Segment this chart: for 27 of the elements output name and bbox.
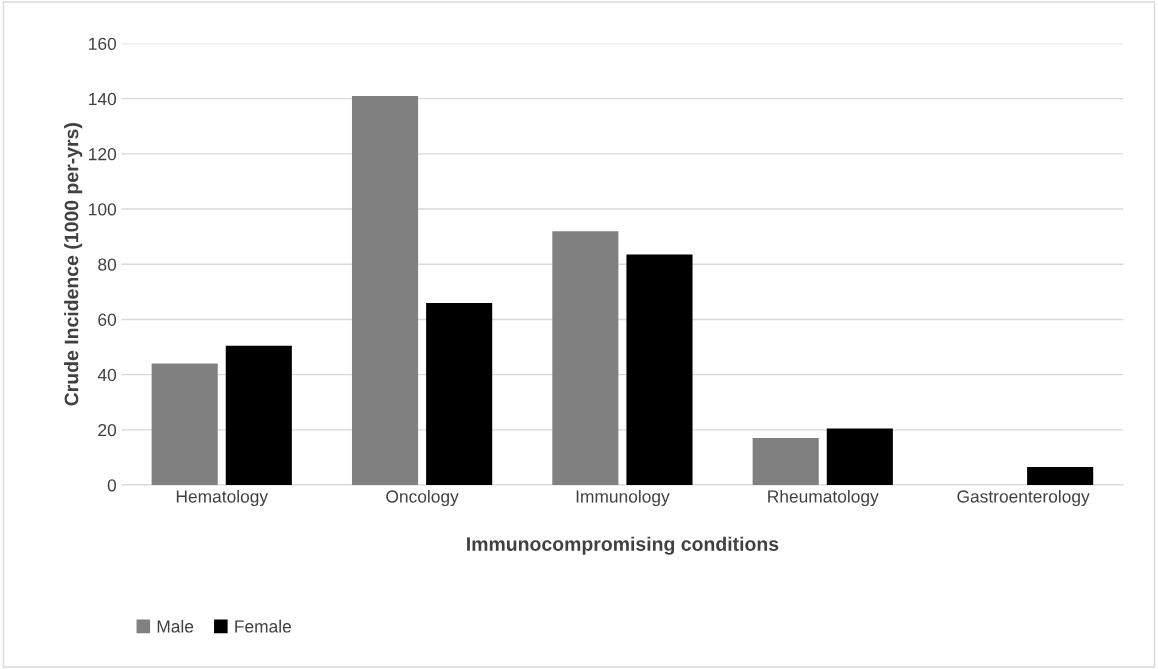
x-tick-label: Rheumatology	[768, 489, 879, 507]
y-tick-label: 20	[98, 424, 117, 437]
bar	[626, 254, 693, 486]
x-tick-label: Oncology	[386, 489, 459, 507]
y-tick-label: 60	[98, 313, 117, 326]
y-tick-label: 160	[89, 37, 117, 50]
y-tick-label: 140	[89, 92, 117, 106]
bar	[752, 438, 819, 486]
bar	[151, 363, 218, 486]
x-tick-label: Gastroenterology	[957, 489, 1090, 507]
y-tick-label: 40	[97, 368, 117, 382]
legend-label: Female	[235, 619, 291, 633]
y-tick-label: 80	[98, 258, 117, 271]
y-tick-label: 120	[89, 148, 117, 161]
y-tick-label: 0	[107, 479, 117, 492]
bar	[426, 302, 493, 486]
bar	[225, 345, 292, 486]
y-tick-label: 100	[89, 203, 117, 216]
y-axis-title: Crude Incidence (1000 per-yrs)	[64, 123, 83, 406]
x-tick-label: Immunology	[576, 489, 670, 507]
bar	[826, 428, 893, 486]
bar	[1027, 467, 1094, 486]
bar	[552, 231, 619, 486]
legend-label: Male	[157, 619, 194, 633]
bar	[351, 95, 419, 486]
x-axis-title: Immunocompromising conditions	[467, 536, 779, 555]
x-tick-label: Hematology	[176, 489, 269, 507]
